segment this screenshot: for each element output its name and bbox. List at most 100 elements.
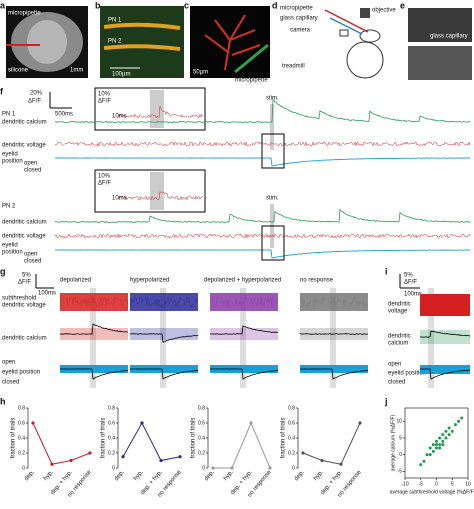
band: [420, 365, 470, 374]
label: ΔF/F: [18, 280, 31, 286]
x-tick-label: dep.: [114, 469, 126, 482]
point: [447, 433, 451, 437]
y-tick-label: 0.6: [108, 420, 115, 426]
y-tick-label: 0.6: [18, 420, 25, 426]
mean-point: [268, 466, 272, 470]
mean-point: [50, 462, 54, 466]
dendrite: [103, 22, 181, 30]
label: voltage: [388, 309, 408, 315]
label: 1mm: [70, 68, 83, 74]
stim-window: [150, 172, 164, 210]
label: position: [2, 250, 23, 256]
point: [431, 449, 435, 453]
panel-letter: f: [0, 86, 4, 96]
pipette: [234, 43, 269, 74]
label: open: [388, 362, 401, 368]
y-tick-label: 0.8: [108, 405, 115, 411]
panel-letter: j: [384, 396, 388, 406]
point: [450, 429, 454, 433]
label: position: [2, 159, 23, 165]
panel-letter: e: [400, 0, 405, 10]
y-axis-label: average calcium (%ΔF/F): [390, 414, 396, 471]
label: glass capillary: [280, 16, 318, 22]
x-tick-label: hyp.: [133, 469, 145, 482]
point: [457, 419, 461, 423]
y-tick-label: 0.2: [198, 450, 205, 456]
mean-point: [88, 451, 92, 455]
point: [453, 423, 457, 427]
stim-window: [150, 90, 164, 128]
point: [435, 443, 438, 447]
label: closed: [24, 259, 41, 265]
point: [422, 459, 426, 463]
x-tick-label: dep.: [24, 469, 36, 482]
band: [130, 365, 198, 373]
panel-letter: a: [0, 0, 6, 10]
y-tick-label: 0.8: [198, 405, 205, 411]
mean-point: [31, 421, 35, 425]
label: glass capillary: [430, 34, 468, 40]
trace: [129, 368, 199, 380]
stim-window: [330, 288, 336, 388]
label: ΔF/F: [98, 99, 111, 105]
y-tick-label: -5: [398, 469, 403, 475]
label: ΔF/F: [28, 99, 41, 105]
mean-point: [358, 421, 362, 425]
label: dendritic: [388, 334, 411, 340]
band: [300, 293, 368, 311]
group-title: depolarized: [60, 278, 91, 284]
image-e2: [408, 46, 472, 80]
point: [419, 463, 423, 467]
band: [60, 293, 128, 311]
y-axis-label: fraction of trials: [281, 418, 287, 459]
label: micropipette: [235, 78, 268, 84]
y-tick-label: 0.4: [108, 435, 115, 441]
point: [438, 436, 442, 440]
stim-window: [160, 288, 166, 388]
label: PN 1: [108, 18, 122, 24]
label: PN 2: [108, 39, 122, 45]
point: [428, 446, 432, 450]
band: [210, 365, 278, 373]
label: dendritic calcium: [2, 336, 47, 342]
trace: [129, 296, 199, 308]
dendrite: [103, 44, 181, 51]
y-tick-label: 0.2: [108, 450, 115, 456]
y-axis-label: fraction of trials: [191, 418, 197, 459]
image-e1: [408, 8, 472, 42]
point: [444, 436, 448, 440]
band: [420, 330, 470, 344]
label: PN 2: [2, 204, 16, 210]
trace: [59, 296, 129, 308]
group-title: depolarized + hyperpolarized: [204, 278, 281, 284]
label: objective: [372, 8, 396, 14]
label: open: [2, 360, 15, 366]
panel-letter: b: [95, 0, 101, 10]
panel-letter: i: [385, 266, 388, 276]
mean-point: [339, 462, 343, 466]
label: closed: [2, 380, 19, 386]
y-tick-label: 0.4: [288, 435, 295, 441]
mean-point: [211, 466, 215, 470]
point: [435, 439, 438, 443]
highlight-box: [261, 225, 285, 261]
point: [438, 443, 442, 447]
label: treadmill: [282, 64, 305, 70]
label: 10ms: [112, 114, 127, 120]
y-axis-label: fraction of trials: [11, 418, 17, 459]
label: ΔF/F: [98, 181, 111, 187]
mean-point: [320, 458, 324, 463]
trace: [299, 296, 369, 308]
image-b: [100, 6, 184, 78]
x-tick-label: hyp.: [313, 469, 325, 482]
y-tick-label: 0.2: [18, 450, 25, 456]
brain-center: [27, 20, 67, 64]
y-tick-label: 0.4: [198, 435, 205, 441]
mean-point: [178, 455, 182, 459]
point: [441, 433, 445, 437]
label: stim.: [266, 96, 279, 102]
panel-letter: c: [184, 0, 189, 10]
trace: [129, 333, 199, 343]
mean-line: [213, 421, 271, 469]
x-axis-label: average subthreshold voltage (%ΔF/F): [390, 489, 474, 495]
